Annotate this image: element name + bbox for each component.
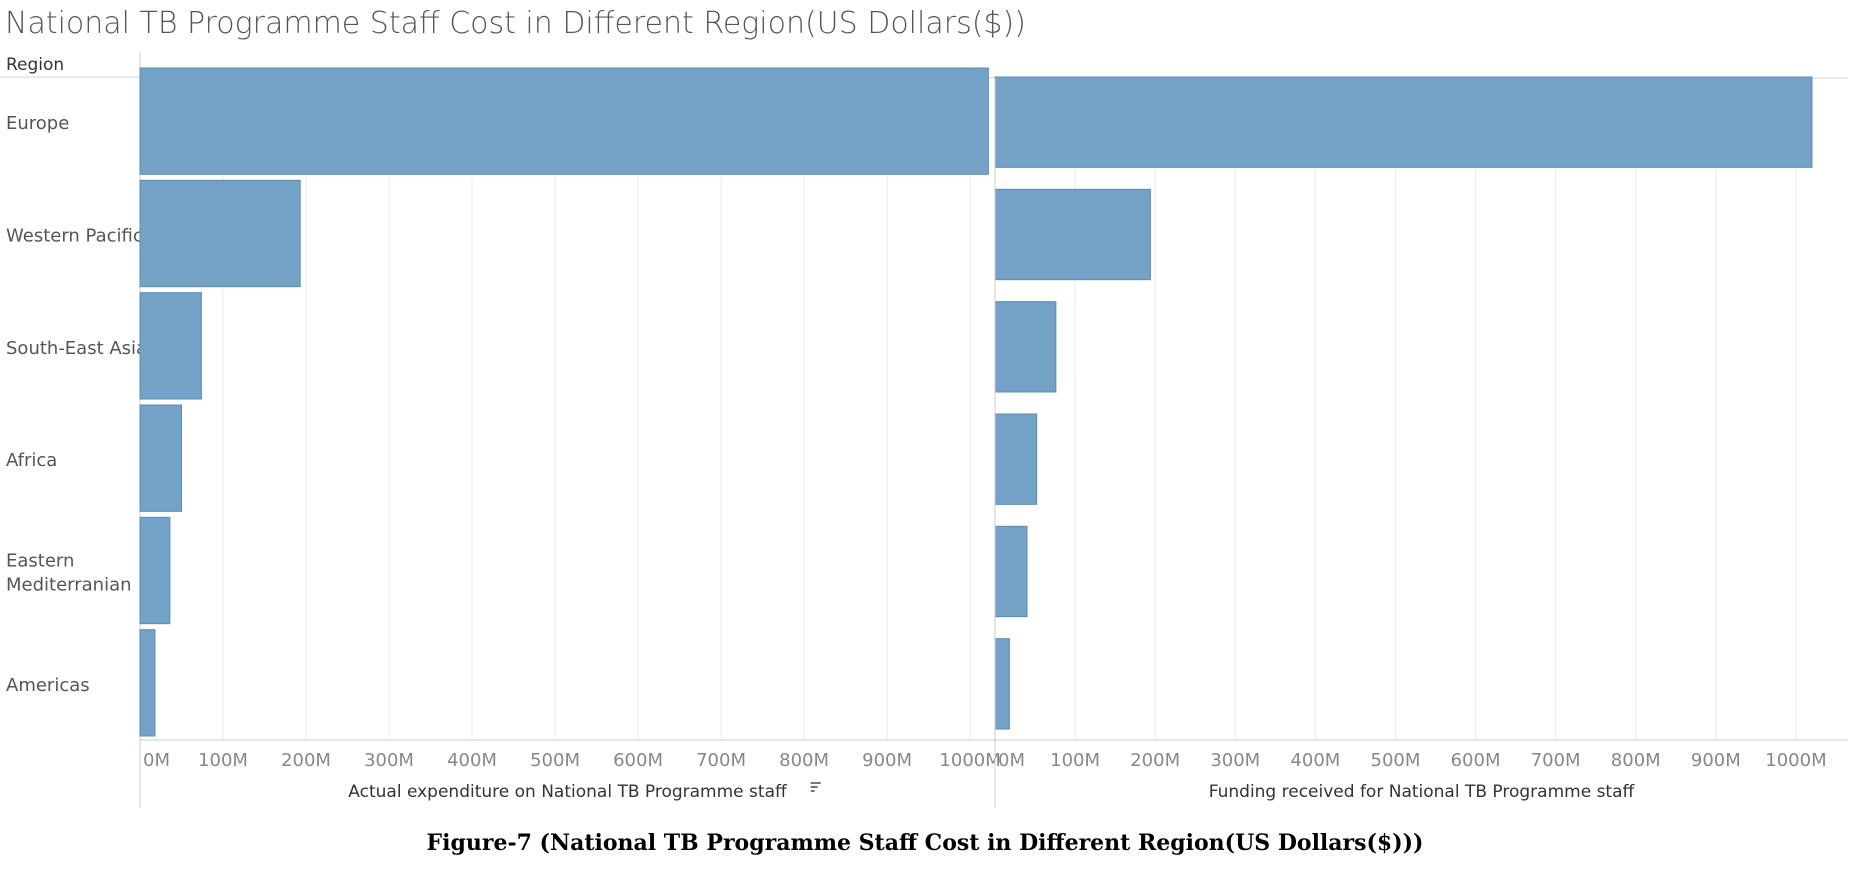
bar[interactable] [994,76,1813,168]
bar[interactable] [994,413,1038,505]
bar[interactable] [994,638,1010,730]
category-label-line: Mediterranian [6,575,132,596]
row-header-region: Region [6,55,65,75]
bar[interactable] [139,404,183,512]
x-tick-label: 800M [1611,750,1661,771]
x-tick-label: 0M [998,750,1025,771]
category-label-line: Eastern [6,551,74,572]
x-tick-label: 400M [447,750,497,771]
x-tick-label: 100M [198,750,248,771]
bar[interactable] [139,516,171,625]
x-tick-label: 900M [1691,750,1741,771]
figure-caption: Figure-7 (National TB Programme Staff Co… [426,830,1424,856]
x-tick-label: 0M [143,750,170,771]
x-tick-label: 300M [364,750,414,771]
sort-descending-icon[interactable] [810,782,821,792]
bar[interactable] [994,525,1028,618]
category-label: Americas [6,675,90,696]
x-tick-label: 600M [613,750,663,771]
x-tick-label: 400M [1290,750,1340,771]
x-tick-label: 300M [1210,750,1260,771]
category-label: South-East Asia [6,338,147,359]
bar-chart: Europe Western Pacific South-East Asia Afri… [0,52,1848,808]
category-label-line: South-East Asia [6,338,147,359]
category-label: Eastern Mediterranian [6,551,132,596]
bar[interactable] [139,67,989,175]
x-tick-label: 500M [530,750,580,771]
bar[interactable] [139,179,301,288]
bar[interactable] [994,188,1151,281]
x-tick-label: 500M [1371,750,1421,771]
x-axis-title: Funding received for National TB Program… [1209,782,1636,802]
category-label-line: Americas [6,675,90,696]
x-tick-label: 800M [779,750,829,771]
bar[interactable] [139,292,202,400]
x-tick-label: 700M [696,750,746,771]
x-axis-title: Actual expenditure on National TB Progra… [348,782,788,802]
category-label: Western Pacific [6,226,143,247]
category-label-line: Western Pacific [6,226,143,247]
x-tick-label: 100M [1050,750,1100,771]
chart-title: National TB Programme Staff Cost in Diff… [5,6,1026,41]
x-tick-label: 1000M [1765,750,1826,771]
x-tick-label: 700M [1531,750,1581,771]
x-tick-label: 600M [1451,750,1501,771]
bar[interactable] [139,629,156,737]
x-tick-label: 1000M [939,750,1000,771]
bar[interactable] [994,301,1057,393]
x-tick-label: 200M [1130,750,1180,771]
category-label-line: Africa [6,450,57,471]
category-label: Europe [6,113,69,134]
x-tick-label: 200M [281,750,331,771]
category-label-line: Europe [6,113,69,134]
category-label: Africa [6,450,57,471]
x-tick-label: 900M [862,750,912,771]
